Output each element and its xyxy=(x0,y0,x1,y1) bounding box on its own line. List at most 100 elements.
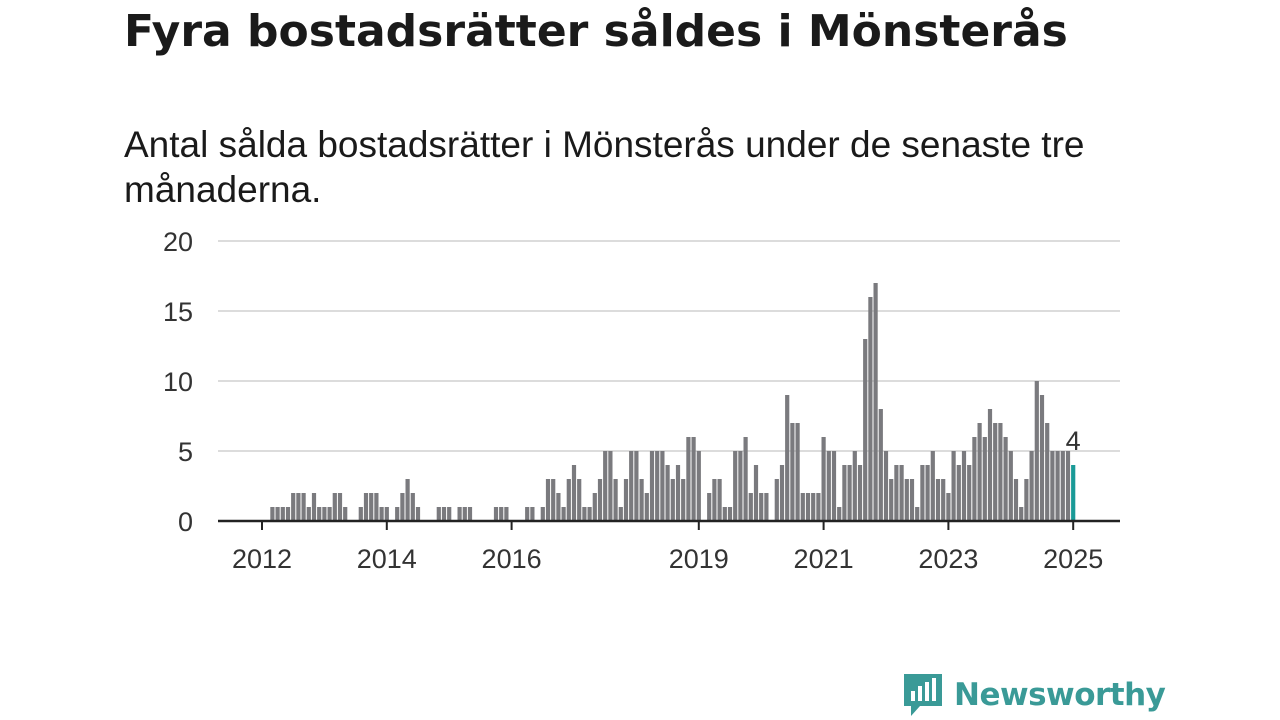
bar xyxy=(395,507,400,521)
bar xyxy=(821,437,826,521)
y-axis-ticks: 0 5 10 15 20 xyxy=(163,227,193,537)
bar xyxy=(587,507,592,521)
bar xyxy=(800,493,805,521)
bar xyxy=(608,451,613,521)
bar xyxy=(415,507,421,521)
bar xyxy=(374,493,379,521)
bar xyxy=(322,507,327,521)
bar xyxy=(883,451,889,521)
bar xyxy=(894,465,899,521)
y-tick-label: 0 xyxy=(178,507,193,537)
newsworthy-logo: Newsworthy xyxy=(902,672,1166,718)
bar xyxy=(291,493,296,521)
bar xyxy=(457,507,462,521)
bar xyxy=(753,465,759,521)
bar xyxy=(863,339,868,521)
bar xyxy=(655,451,660,521)
bar xyxy=(566,479,571,521)
bar xyxy=(707,493,712,521)
bar xyxy=(462,507,467,521)
bar xyxy=(405,479,410,521)
annotations: 4 xyxy=(1066,426,1081,456)
x-tick-label: 2012 xyxy=(232,544,292,574)
bar xyxy=(795,423,800,521)
bar xyxy=(317,507,322,521)
bar xyxy=(649,451,655,521)
y-tick-label: 20 xyxy=(163,227,193,257)
bar xyxy=(826,451,831,521)
bar xyxy=(306,507,311,521)
bar-chart: 0 5 10 15 20 2012 2014 2016 2019 2021 2023 2025 4 xyxy=(163,227,1120,574)
bar xyxy=(530,507,535,521)
bar xyxy=(301,493,306,521)
bar xyxy=(447,507,452,521)
bar xyxy=(1055,451,1060,521)
bar xyxy=(878,409,883,521)
bar xyxy=(1039,395,1045,521)
bar xyxy=(764,493,769,521)
bar xyxy=(733,451,738,521)
bar xyxy=(675,465,681,521)
bar xyxy=(327,507,332,521)
bar xyxy=(493,507,499,521)
chart-title: Fyra bostadsrätter såldes i Mönsterås xyxy=(124,6,1068,57)
bar xyxy=(930,451,935,521)
bar xyxy=(993,423,998,521)
bar xyxy=(358,507,363,521)
bar xyxy=(1029,451,1034,521)
bar xyxy=(436,507,441,521)
bar xyxy=(998,423,1003,521)
x-tick-label: 2014 xyxy=(357,544,417,574)
bar xyxy=(499,507,504,521)
bar xyxy=(1050,451,1055,521)
bar xyxy=(977,423,982,521)
bar xyxy=(634,451,639,521)
x-tick-label: 2023 xyxy=(918,544,978,574)
bar xyxy=(1008,451,1013,521)
bar xyxy=(857,465,863,521)
bar xyxy=(1060,451,1065,521)
bar xyxy=(915,507,920,521)
bar xyxy=(956,465,961,521)
bar xyxy=(623,479,629,521)
bar xyxy=(665,465,670,521)
bar xyxy=(540,507,545,521)
bar xyxy=(925,465,930,521)
bar xyxy=(686,437,691,521)
bar xyxy=(582,507,587,521)
bar xyxy=(946,493,951,521)
chart-subtitle: Antal sålda bostadsrätter i Mönsterås un… xyxy=(124,124,1085,210)
y-tick-label: 10 xyxy=(163,367,193,397)
bar xyxy=(868,297,873,521)
bar xyxy=(644,493,649,521)
bar xyxy=(379,507,384,521)
bar xyxy=(384,507,389,521)
bar xyxy=(592,493,597,521)
bar xyxy=(961,451,967,521)
bar xyxy=(525,507,530,521)
bar xyxy=(1003,437,1008,521)
newsworthy-logo-icon xyxy=(904,674,942,716)
bar xyxy=(311,493,317,521)
bar xyxy=(842,465,847,521)
bar xyxy=(935,479,941,521)
bar xyxy=(332,493,337,521)
bar xyxy=(363,493,369,521)
bar xyxy=(909,479,915,521)
x-tick-label: 2025 xyxy=(1043,544,1103,574)
bar xyxy=(556,493,561,521)
gridlines xyxy=(218,240,1120,452)
bar xyxy=(967,465,972,521)
bars xyxy=(270,283,1076,521)
bar xyxy=(941,479,946,521)
x-tick-label: 2019 xyxy=(669,544,729,574)
bar xyxy=(785,395,790,521)
bar xyxy=(738,451,743,521)
bar xyxy=(1045,423,1050,521)
bar xyxy=(660,451,665,521)
bar xyxy=(551,479,556,521)
bar xyxy=(779,465,785,521)
bar xyxy=(722,507,727,521)
bar xyxy=(270,507,275,521)
bar xyxy=(951,451,956,521)
